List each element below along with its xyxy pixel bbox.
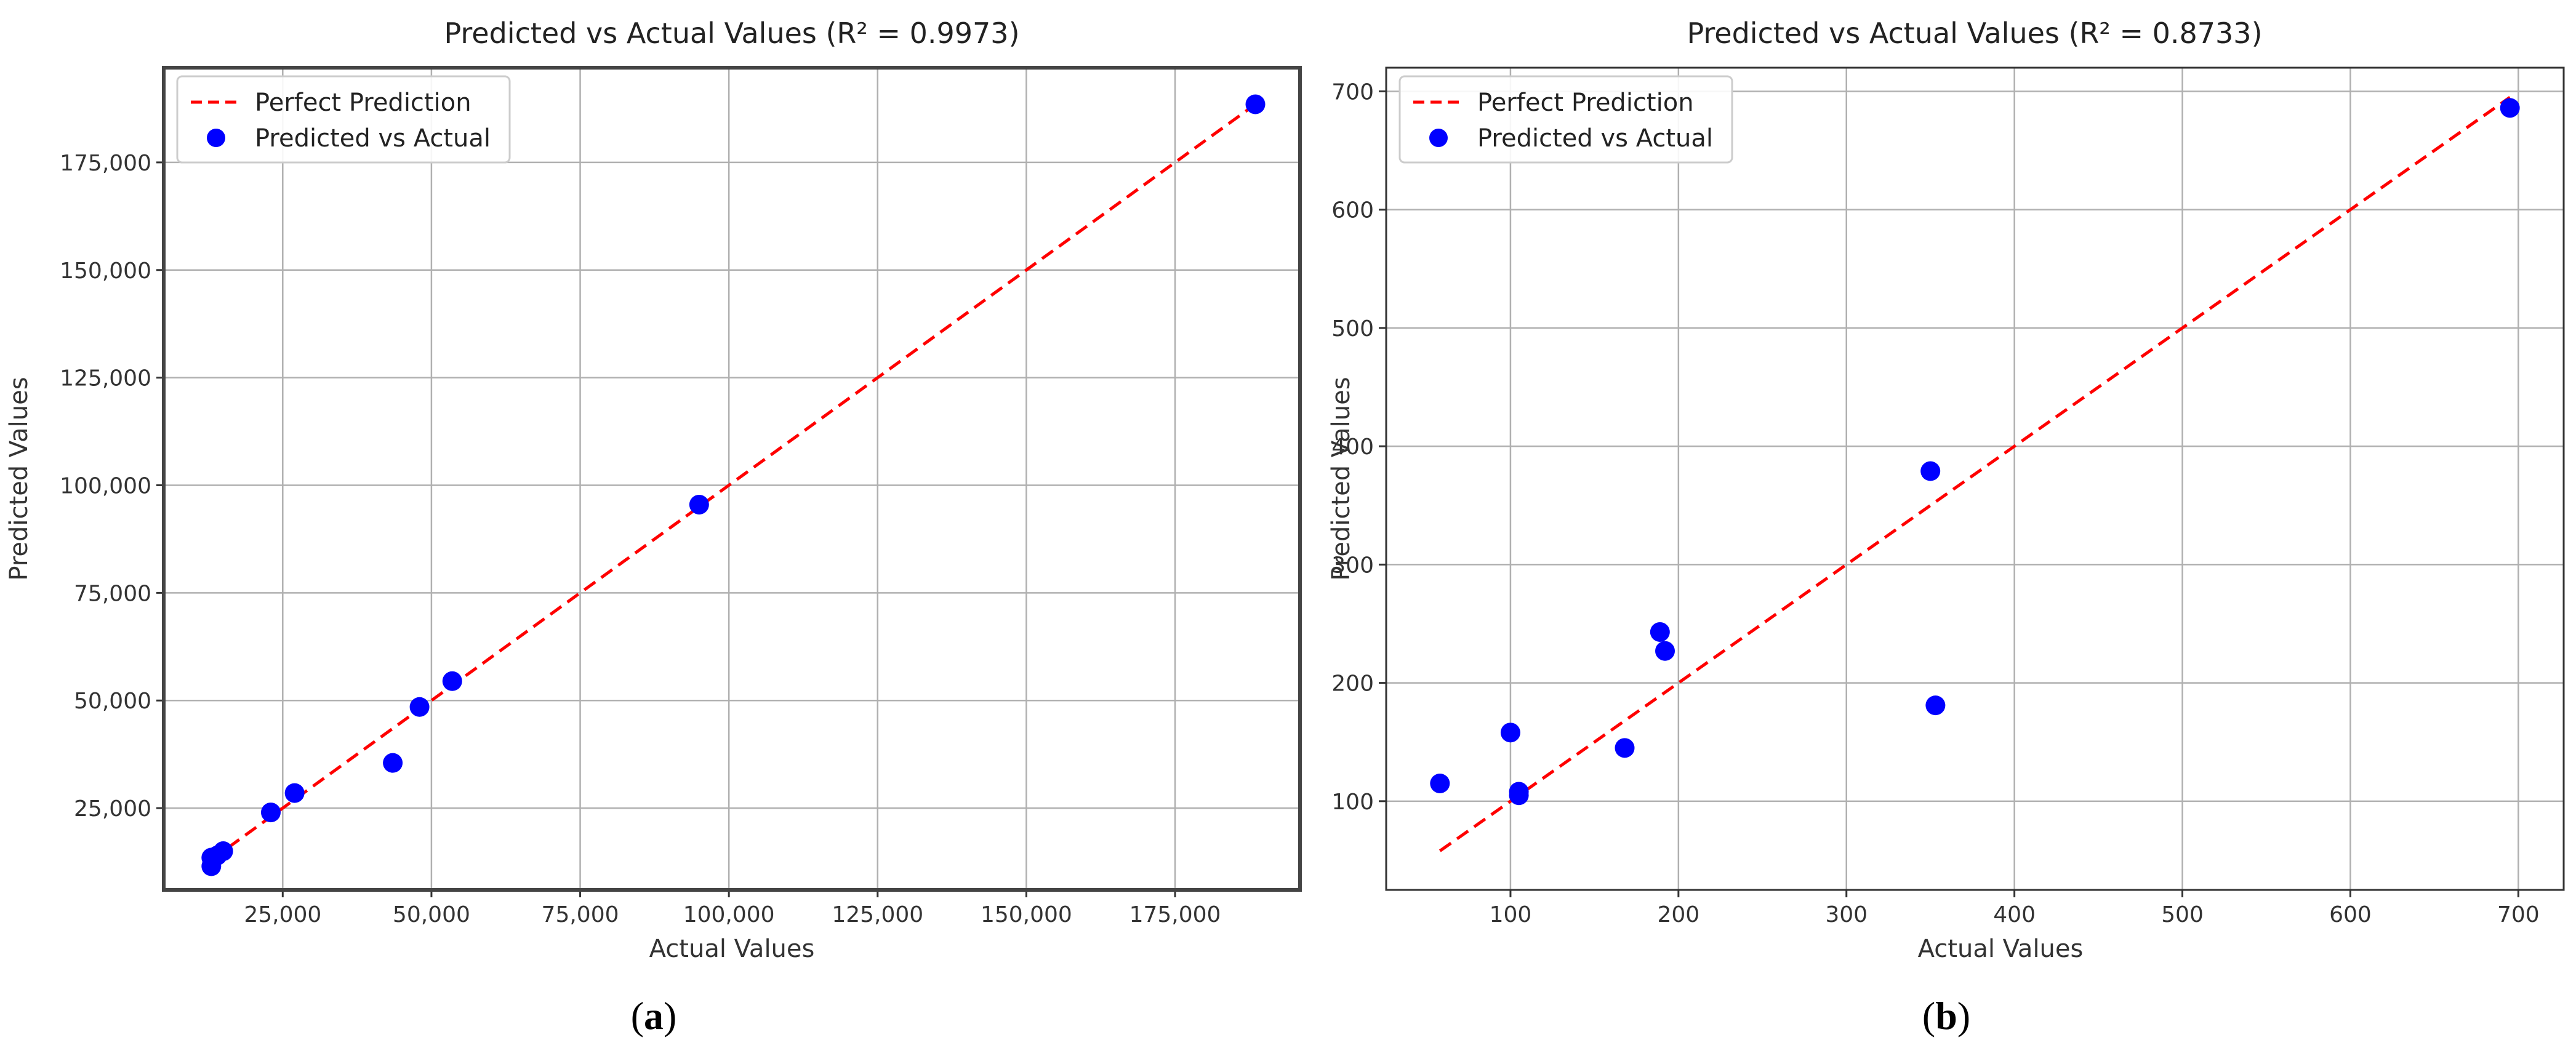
plot-area [1386, 68, 2564, 890]
chart-title: Predicted vs Actual Values (R² = 0.8733) [1687, 17, 2262, 50]
data-point [383, 753, 403, 773]
x-tick-label: 100 [1490, 902, 1532, 927]
y-tick-label: 25,000 [74, 796, 151, 822]
x-tick-label: 100,000 [683, 902, 775, 927]
data-point [689, 494, 709, 514]
data-point [1245, 94, 1266, 114]
chart-title: Predicted vs Actual Values (R² = 0.9973) [444, 17, 1019, 50]
data-point [260, 803, 281, 823]
legend-marker-swatch [1429, 129, 1448, 147]
y-tick-label: 600 [1331, 198, 1374, 223]
y-axis-label: Predicted Values [1327, 377, 1355, 580]
data-point [409, 697, 430, 717]
plot-frame [162, 66, 1302, 892]
x-tick-label: 600 [2329, 902, 2372, 927]
x-tick-label: 700 [2497, 902, 2540, 927]
y-tick-label: 400 [1331, 434, 1374, 460]
x-tick-label: 200 [1657, 902, 1699, 927]
data-point [284, 783, 305, 803]
legend-label: Perfect Prediction [255, 89, 471, 117]
perfect-prediction-line [1438, 96, 2511, 852]
y-tick-label: 75,000 [74, 581, 151, 606]
y-tick-label: 175,000 [60, 151, 151, 176]
x-tick-label: 175,000 [1130, 902, 1221, 927]
panel-letter: a [644, 994, 664, 1038]
y-tick-label: 50,000 [74, 689, 151, 714]
legend-box [1398, 75, 1733, 164]
legend-box [176, 75, 511, 164]
x-tick-label: 400 [1993, 902, 2036, 927]
plot-area [164, 68, 1300, 890]
y-tick-label: 500 [1331, 316, 1374, 342]
data-point [1925, 695, 1946, 716]
plot-frame [1385, 66, 2565, 891]
data-point [1509, 785, 1529, 806]
legend-label: Predicted vs Actual [255, 124, 491, 153]
data-point [1430, 773, 1450, 793]
y-tick-label: 100,000 [60, 473, 151, 498]
y-tick-label: 125,000 [60, 366, 151, 391]
x-axis-label: Actual Values [1918, 935, 2084, 963]
x-tick-label: 125,000 [832, 902, 923, 927]
y-tick-label: 100 [1331, 790, 1374, 815]
legend-label: Predicted vs Actual [1477, 124, 1713, 153]
legend-label: Perfect Prediction [1477, 89, 1694, 117]
y-tick-label: 300 [1331, 553, 1374, 578]
legend-marker-swatch [207, 129, 225, 147]
y-tick-label: 200 [1331, 671, 1374, 697]
data-point [213, 841, 233, 862]
perfect-prediction-line [210, 103, 1256, 862]
y-tick-label: 150,000 [60, 258, 151, 284]
data-point [442, 671, 462, 691]
panel-caption: (b) [1922, 994, 1970, 1038]
x-tick-label: 300 [1825, 902, 1868, 927]
x-tick-label: 150,000 [981, 902, 1072, 927]
data-point [1655, 641, 1675, 661]
data-point [1920, 461, 1941, 481]
chart-panel-b: 100 200 300 400 500 600 700 100 200 300 400 500 600 7… [1327, 17, 2565, 1038]
panel-caption: (a) [631, 994, 677, 1038]
panel-letter: b [1935, 994, 1957, 1038]
x-tick-label: 50,000 [393, 902, 470, 927]
y-tick-label: 700 [1331, 79, 1374, 105]
x-tick-label: 500 [2161, 902, 2204, 927]
data-point [1615, 738, 1635, 758]
data-point [2500, 98, 2520, 118]
data-point [1650, 622, 1670, 642]
x-tick-label: 25,000 [244, 902, 321, 927]
y-axis-label: Predicted Values [5, 377, 33, 580]
x-tick-label: 75,000 [542, 902, 619, 927]
chart-panel-a: 25,000 50,000 75,000 100,000 125,000 150,000 1… [5, 17, 1302, 1038]
data-point [1500, 723, 1520, 743]
x-axis-label: Actual Values [649, 935, 815, 963]
